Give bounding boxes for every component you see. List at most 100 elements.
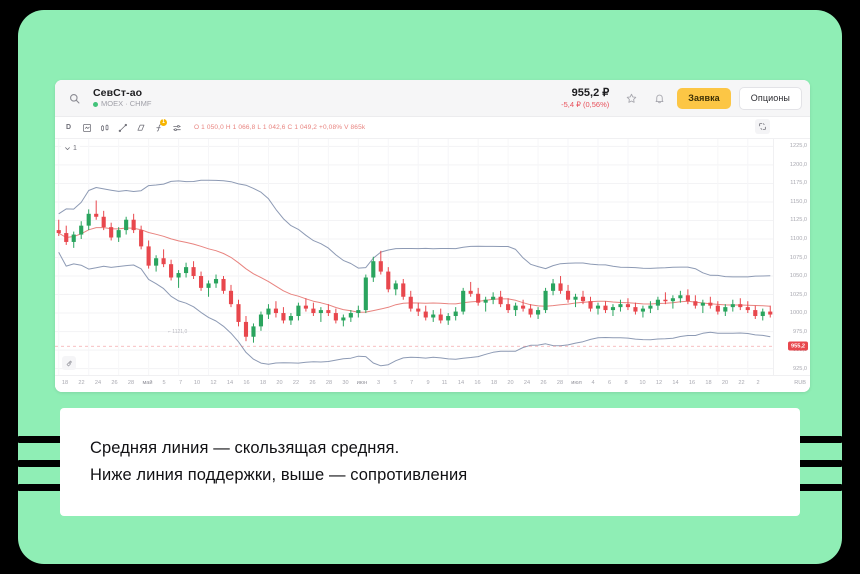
terminal-header: СевСт-ао MOEX · CHMF 955,2 ₽ -5,4 ₽ (0,5… [55, 80, 810, 117]
price-tick: 1225,0 [789, 143, 807, 150]
date-tick: 16 [474, 380, 481, 386]
date-tick: 24 [523, 380, 531, 386]
date-tick: 24 [94, 380, 102, 386]
price-tick: 1150,0 [790, 198, 807, 205]
expand-icon[interactable] [755, 119, 770, 134]
market-open-dot [93, 101, 98, 107]
price-tick: 1000,0 [789, 310, 807, 317]
date-tick: 18 [259, 380, 267, 386]
decor-slash-right-3 [784, 484, 842, 491]
time-axis[interactable]: RUB 18 22 24 26 28 май 5 7 10 12 14 16 18 20 22 26 28 30 и… [55, 375, 810, 392]
ticker-name: СевСт-ао [93, 87, 143, 99]
date-tick: 28 [325, 380, 333, 386]
date-tick: июн [356, 380, 368, 386]
date-tick: 4 [591, 380, 595, 386]
date-tick: 20 [507, 380, 514, 386]
chart-plot[interactable] [55, 139, 774, 376]
candlestick-svg [55, 139, 774, 376]
decor-slash-right-1 [784, 436, 842, 443]
decor-slash-right-2 [784, 460, 842, 467]
date-tick: 7 [178, 380, 183, 386]
date-tick: 12 [210, 380, 217, 386]
ticker-exchange: MOEX · CHMF [93, 99, 203, 109]
date-tick: 8 [624, 380, 628, 386]
price-tick: 1175,0 [790, 180, 807, 187]
price-tick: 1100,0 [790, 235, 807, 242]
decor-slash-left-3 [18, 484, 76, 491]
trendline-icon[interactable] [114, 120, 131, 136]
date-tick: 22 [292, 380, 300, 386]
date-tick: июл [571, 380, 582, 386]
date-tick: 3 [376, 380, 381, 386]
date-tick: 26 [111, 380, 118, 386]
date-tick: май [142, 380, 153, 386]
chart-type-icon[interactable] [78, 120, 95, 136]
date-tick: 26 [309, 380, 316, 386]
date-tick: 16 [243, 380, 250, 386]
price-axis[interactable]: 1225,0 1200,0 1175,0 1150,0 1125,0 1100,0 1075… [773, 139, 810, 376]
ticker-exchange-label: MOEX · CHMF [101, 99, 152, 108]
price-tick: 1075,0 [789, 254, 807, 261]
date-tick: 28 [127, 380, 135, 386]
date-tick: 16 [688, 380, 696, 386]
chart-toolbar: D [55, 117, 810, 139]
date-tick: 18 [490, 380, 498, 386]
price-tick: 975,0 [793, 328, 807, 335]
date-tick: 6 [607, 380, 612, 386]
trading-terminal-window: СевСт-ао MOEX · CHMF 955,2 ₽ -5,4 ₽ (0,5… [55, 80, 810, 392]
chart-canvas-area[interactable]: 1 ⌐ 1121,0 ⌐ 931,4 1225,01200,01175,0115… [55, 139, 810, 392]
date-tick: 22 [78, 380, 85, 386]
last-price-badge: 955,2 [788, 341, 808, 351]
date-tick: 30 [342, 380, 349, 386]
currency-label: RUB [794, 380, 806, 386]
interval-selector[interactable]: D [65, 124, 72, 131]
date-tick: 2 [756, 380, 760, 386]
date-tick: 20 [721, 380, 729, 386]
magnet-icon[interactable] [62, 356, 76, 370]
date-tick: 7 [409, 380, 414, 386]
date-tick: 18 [705, 380, 712, 386]
date-tick: 14 [672, 380, 679, 386]
compare-icon[interactable] [96, 120, 113, 136]
date-tick: 9 [426, 380, 430, 386]
date-tick: 28 [556, 380, 564, 386]
date-tick: 12 [655, 380, 663, 386]
price-tick: 925,0 [793, 365, 807, 372]
search-icon[interactable] [63, 87, 85, 109]
date-tick: 11 [441, 380, 448, 386]
price-tick: 1200,0 [789, 161, 807, 168]
caption-line-1: Средняя линия — скользящая средняя. [90, 439, 400, 457]
price-tick: 1125,0 [790, 217, 807, 224]
timeframe-chip-label: 1 [73, 145, 77, 152]
price-tick: 1050,0 [789, 273, 807, 280]
price-change: -5,4 ₽ (0,56%) [561, 99, 610, 109]
star-icon[interactable] [621, 88, 641, 108]
indicator-count-badge: 1 [160, 118, 167, 126]
decor-slash-left-2 [18, 460, 76, 467]
price-tick: 1025,0 [789, 291, 807, 298]
date-tick: 10 [639, 380, 646, 386]
shapes-icon[interactable] [132, 120, 149, 136]
ohlc-readout: O 1 050,0 H 1 066,8 L 1 042,6 C 1 049,2 … [194, 124, 366, 131]
options-button[interactable]: Опционы [738, 86, 802, 110]
price-block: 955,2 ₽ -5,4 ₽ (0,56%) [561, 87, 609, 110]
order-button[interactable]: Заявка [677, 87, 731, 109]
ticker-info[interactable]: СевСт-ао MOEX · CHMF [93, 87, 203, 109]
caption-card: Средняя линия — скользящая средняя. Ниже… [60, 408, 800, 516]
bell-icon[interactable] [649, 88, 669, 108]
timeframe-chip[interactable]: 1 [61, 144, 80, 153]
last-price: 955,2 ₽ [571, 86, 610, 99]
date-tick: 26 [540, 380, 547, 386]
date-tick: 5 [393, 380, 397, 386]
date-tick: 18 [61, 380, 69, 386]
date-tick: 20 [276, 380, 283, 386]
date-tick: 14 [226, 380, 234, 386]
date-tick: 22 [738, 380, 745, 386]
date-tick: 14 [457, 380, 465, 386]
date-tick: 10 [193, 380, 201, 386]
annotation-high: ⌐ 1121,0 [168, 329, 188, 335]
decor-slash-left-1 [18, 436, 76, 443]
indicators-icon[interactable]: 1 [150, 118, 167, 136]
settings-sliders-icon[interactable] [168, 120, 185, 136]
